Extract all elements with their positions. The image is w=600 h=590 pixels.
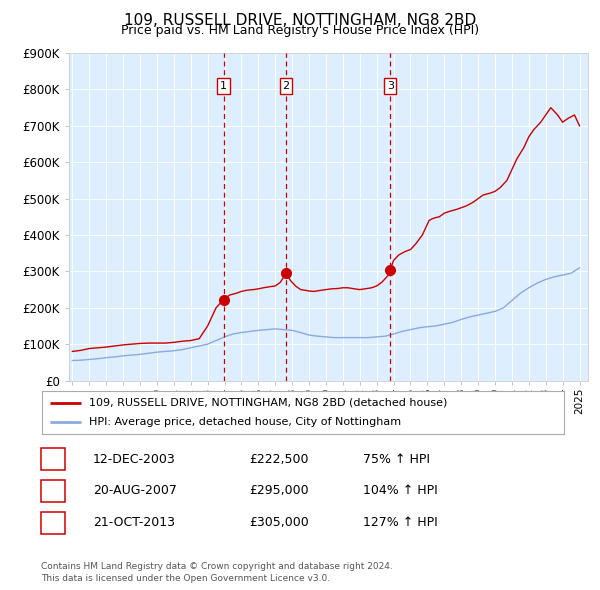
- Text: 109, RUSSELL DRIVE, NOTTINGHAM, NG8 2BD (detached house): 109, RUSSELL DRIVE, NOTTINGHAM, NG8 2BD …: [89, 398, 448, 408]
- Text: Contains HM Land Registry data © Crown copyright and database right 2024.
This d: Contains HM Land Registry data © Crown c…: [41, 562, 392, 583]
- Text: 1: 1: [49, 453, 57, 466]
- Text: £295,000: £295,000: [249, 484, 308, 497]
- Text: 3: 3: [387, 81, 394, 91]
- Text: 2: 2: [283, 81, 290, 91]
- Text: 3: 3: [49, 516, 57, 529]
- Text: 109, RUSSELL DRIVE, NOTTINGHAM, NG8 2BD: 109, RUSSELL DRIVE, NOTTINGHAM, NG8 2BD: [124, 12, 476, 28]
- Text: 127% ↑ HPI: 127% ↑ HPI: [363, 516, 438, 529]
- Text: 1: 1: [220, 81, 227, 91]
- Text: 12-DEC-2003: 12-DEC-2003: [93, 453, 176, 466]
- Text: HPI: Average price, detached house, City of Nottingham: HPI: Average price, detached house, City…: [89, 417, 401, 427]
- Text: 2: 2: [49, 484, 57, 497]
- Text: 75% ↑ HPI: 75% ↑ HPI: [363, 453, 430, 466]
- Text: 21-OCT-2013: 21-OCT-2013: [93, 516, 175, 529]
- Text: £222,500: £222,500: [249, 453, 308, 466]
- Text: 20-AUG-2007: 20-AUG-2007: [93, 484, 177, 497]
- Text: Price paid vs. HM Land Registry's House Price Index (HPI): Price paid vs. HM Land Registry's House …: [121, 24, 479, 37]
- Text: 104% ↑ HPI: 104% ↑ HPI: [363, 484, 438, 497]
- Text: £305,000: £305,000: [249, 516, 309, 529]
